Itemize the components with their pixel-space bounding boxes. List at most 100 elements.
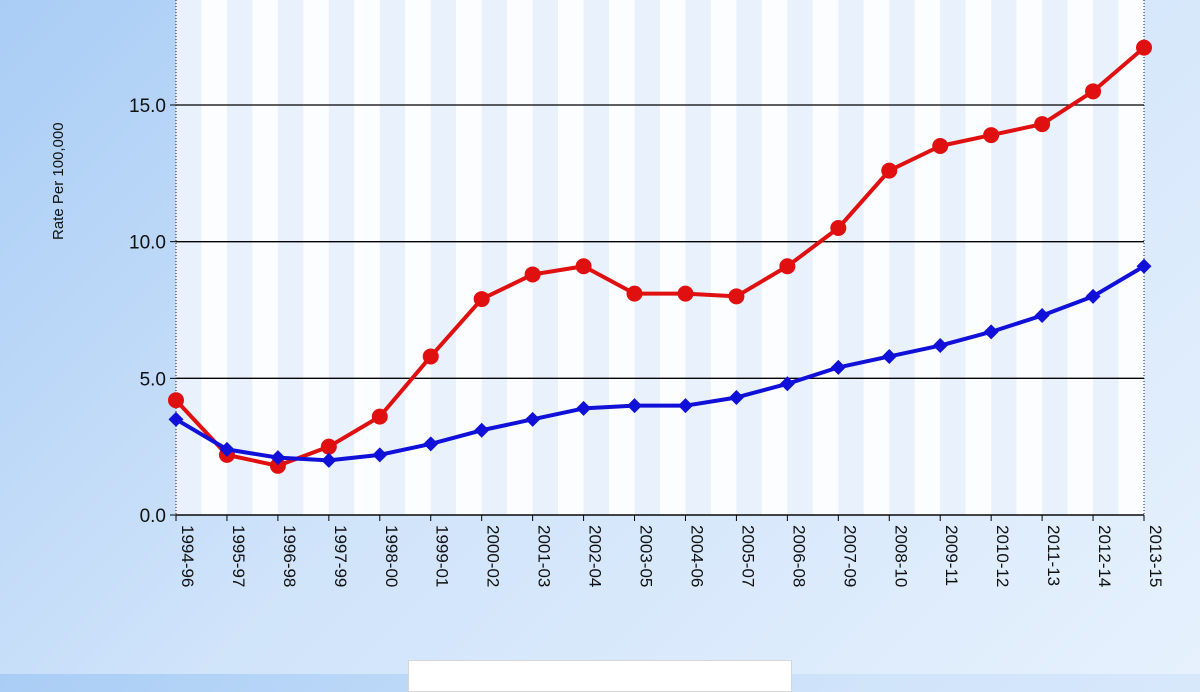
x-tick-label: 2003-05 bbox=[637, 525, 656, 587]
y-tick-label: 0.0 bbox=[140, 506, 166, 527]
plot-band bbox=[736, 0, 762, 515]
series-1-point bbox=[269, 457, 286, 474]
plot-band bbox=[838, 0, 864, 515]
series-1-point bbox=[422, 348, 439, 365]
series-1-point bbox=[473, 291, 490, 308]
series-2-point bbox=[881, 348, 897, 364]
plot-band bbox=[507, 0, 533, 515]
series-1-point bbox=[677, 285, 694, 302]
plot-band bbox=[940, 0, 966, 515]
series-1-point bbox=[1034, 116, 1051, 133]
x-tick-label: 2012-14 bbox=[1095, 525, 1114, 587]
series-2-point bbox=[779, 376, 795, 392]
series-1-point bbox=[881, 162, 898, 179]
x-tick-label: 2013-15 bbox=[1146, 525, 1165, 587]
series-2-point bbox=[1085, 288, 1101, 304]
plot-band bbox=[277, 0, 304, 515]
series-1-point bbox=[932, 138, 949, 154]
series-2-point bbox=[983, 324, 999, 340]
x-tick-label: 2000-02 bbox=[484, 525, 503, 587]
plot-band bbox=[609, 0, 635, 515]
plot-band bbox=[761, 0, 788, 515]
series-1-point bbox=[524, 266, 541, 283]
plot-band bbox=[1067, 0, 1094, 515]
plot-band bbox=[379, 0, 406, 515]
series-2-point bbox=[728, 389, 744, 405]
plot-band bbox=[1093, 0, 1119, 515]
x-tick-label: 2007-09 bbox=[840, 525, 859, 587]
series-1-point bbox=[1136, 39, 1152, 56]
chart-svg: 0.0 5.0 10.0 15.0 1994-96 1995-97 1996-98 1997-… bbox=[129, 0, 1165, 587]
plot-band bbox=[532, 0, 559, 515]
series-1-point bbox=[728, 288, 745, 305]
series-2-point bbox=[1034, 307, 1050, 323]
series-2-point bbox=[525, 411, 541, 427]
plot-band bbox=[481, 0, 508, 515]
series-2-point bbox=[677, 398, 693, 414]
y-axis-title: Rate Per 100,000 bbox=[50, 122, 67, 240]
plot-band bbox=[634, 0, 660, 515]
series-1-point bbox=[779, 258, 796, 275]
series-1-point bbox=[575, 258, 592, 275]
series-2-point bbox=[830, 359, 846, 375]
x-tick-label: 2010-12 bbox=[993, 525, 1012, 587]
x-tick-label: 1995-97 bbox=[229, 525, 248, 587]
plot-band bbox=[710, 0, 737, 515]
x-tick-label: 1999-01 bbox=[433, 525, 452, 587]
series-1-point bbox=[320, 438, 337, 455]
series-1-point bbox=[983, 127, 1000, 144]
plot-band bbox=[558, 0, 584, 515]
x-tick-label: 2005-07 bbox=[738, 525, 757, 587]
series-2-point bbox=[474, 422, 490, 438]
series-1-point bbox=[1085, 83, 1102, 100]
x-tick-label: 2002-04 bbox=[586, 525, 605, 587]
series-2-point bbox=[372, 447, 388, 463]
plot-band bbox=[328, 0, 355, 515]
plot-band bbox=[226, 0, 253, 515]
plot-band bbox=[405, 0, 431, 515]
x-tick-label: 2004-06 bbox=[687, 525, 706, 587]
plot-band bbox=[1016, 0, 1043, 515]
series-line-1 bbox=[174, 46, 1146, 468]
x-tick-label: 2001-03 bbox=[535, 525, 554, 587]
series-1-point bbox=[626, 285, 643, 302]
series-2-point bbox=[168, 411, 184, 427]
plot-band bbox=[863, 0, 890, 515]
x-tick-label: 2011-13 bbox=[1044, 525, 1063, 586]
x-tick-label: 2008-10 bbox=[891, 525, 910, 587]
y-tick-label: 15.0 bbox=[129, 96, 166, 117]
plot-band bbox=[1042, 0, 1068, 515]
y-tick-label: 10.0 bbox=[129, 233, 166, 254]
x-tick-label: 1994-96 bbox=[178, 525, 197, 587]
plot-band bbox=[176, 0, 202, 515]
x-tick-label: 1996-98 bbox=[280, 525, 299, 587]
y-tick-label: 5.0 bbox=[140, 369, 166, 390]
x-tick-label: 2006-08 bbox=[789, 525, 808, 587]
series-2-point bbox=[423, 436, 439, 452]
series-2-point bbox=[932, 338, 948, 354]
plot-band bbox=[430, 0, 457, 515]
series-2-point bbox=[627, 398, 643, 414]
plot-band bbox=[354, 0, 380, 515]
x-tick-label: 1997-99 bbox=[331, 525, 350, 587]
chart: 0.0 5.0 10.0 15.0 1994-96 1995-97 1996-98 1997-… bbox=[50, 0, 1165, 692]
plot-band bbox=[303, 0, 329, 515]
plot-band bbox=[965, 0, 992, 515]
series-2-point bbox=[1136, 258, 1152, 274]
series-line-2 bbox=[174, 264, 1146, 463]
legend bbox=[408, 660, 792, 692]
series-1-point bbox=[371, 408, 388, 425]
plot-band bbox=[660, 0, 686, 515]
series-2-point bbox=[321, 452, 337, 468]
series-2-point bbox=[270, 450, 286, 466]
plot-band bbox=[583, 0, 610, 515]
plot-band bbox=[991, 0, 1017, 515]
series-2-point bbox=[219, 441, 235, 457]
plot-band bbox=[252, 0, 278, 515]
plot-band bbox=[812, 0, 839, 515]
x-tick-label: 2009-11 bbox=[942, 525, 961, 586]
plot-band bbox=[889, 0, 915, 515]
series-1-point bbox=[830, 220, 847, 236]
series-1-point bbox=[168, 392, 184, 409]
plot-band bbox=[685, 0, 711, 515]
